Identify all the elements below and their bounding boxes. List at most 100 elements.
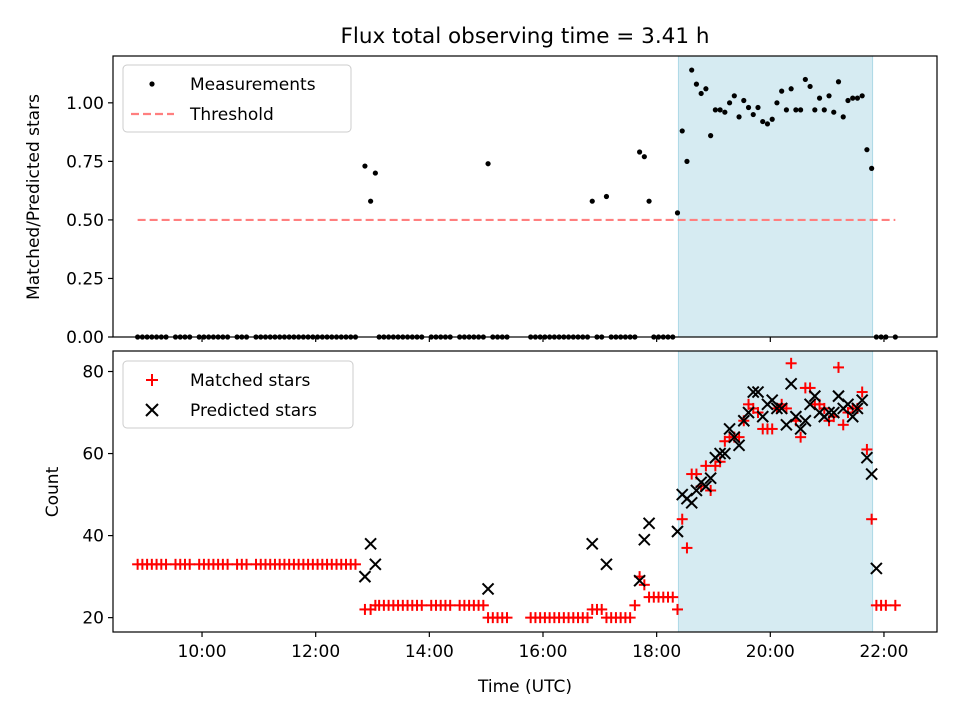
predicted-star-stroke-b (775, 402, 788, 415)
top-y-tick-label: 0.50 (66, 211, 104, 231)
measurement-point (717, 107, 723, 113)
predicted-star-point (775, 402, 788, 415)
predicted-star-stroke-b (685, 496, 698, 509)
bottom-y-tick-label: 60 (82, 445, 104, 465)
matched-star-point (766, 423, 778, 435)
matched-star-point (596, 603, 608, 615)
predicted-star-point (865, 467, 878, 481)
predicted-star-stroke-b (642, 517, 656, 530)
predicted-star-point (827, 406, 840, 419)
predicted-star-point (723, 422, 736, 436)
predicted-star-stroke-b (808, 389, 822, 403)
top-axes-frame (112, 55, 938, 338)
predicted-star-stroke-b (770, 402, 784, 415)
matched-star-point (785, 357, 797, 369)
x-tick-label: 16:00 (518, 642, 567, 662)
bottom-legend-box (122, 360, 354, 429)
legend-measurements-label: Measurements (190, 75, 316, 95)
legend-matched-marker (146, 374, 158, 386)
legend-predicted-label: Predicted stars (190, 401, 317, 421)
bottom-panel: 10:00 12:00 14:00 16:00 18:00 20:00 22:00 20 40… (43, 350, 938, 697)
measurement-point (646, 198, 652, 204)
measurement-point (698, 90, 704, 97)
predicted-star-stroke-b (832, 389, 845, 403)
predicted-star-stroke-b (358, 570, 372, 583)
predicted-star-point (364, 537, 377, 551)
measurement-point (769, 116, 775, 122)
matched-star-point (837, 419, 849, 431)
bottom-y-tick-label: 80 (82, 363, 104, 383)
predicted-star-point (855, 394, 869, 407)
measurement-point (693, 81, 700, 87)
predicted-star-point (690, 484, 703, 497)
measurement-point (869, 165, 875, 171)
bottom-axes-frame (112, 350, 938, 633)
matched-star-point (416, 599, 428, 611)
predicted-star-stroke-b (690, 484, 703, 497)
predicted-star-point (732, 439, 746, 452)
predicted-star-stroke-b (586, 537, 599, 551)
legend-matched-label: Matched stars (190, 371, 310, 391)
predicted-star-point (770, 402, 784, 415)
top-legend-box (122, 64, 352, 133)
predicted-star-stroke-b (723, 422, 736, 436)
predicted-star-stroke-b (846, 410, 859, 423)
predicted-star-stroke-b (803, 398, 817, 411)
measurement-point (674, 210, 681, 216)
legend-measurements-marker (149, 81, 155, 87)
measurement-point (741, 97, 747, 104)
predicted-star-point (642, 517, 656, 530)
measurement-point (807, 83, 813, 90)
measurement-point (788, 86, 794, 92)
top-x-ticks (201, 337, 885, 342)
measurement-point (679, 128, 685, 134)
top-legend: Measurements Threshold (122, 64, 352, 133)
matched-star-point (880, 599, 892, 611)
predicted-star-stroke-b (369, 558, 382, 571)
predicted-star-stroke-b (827, 406, 840, 419)
bottom-shaded-interval (677, 350, 874, 633)
top-y-tick-label: 0.75 (66, 152, 104, 172)
predicted-star-point (600, 558, 613, 571)
predicted-star-stroke-b (732, 439, 746, 452)
predicted-star-stroke-b (633, 574, 646, 587)
predicted-star-stroke-b (713, 447, 727, 460)
measurement-point (731, 93, 737, 99)
predicted-star-stroke-b (841, 398, 855, 411)
predicted-star-stroke-b (737, 414, 750, 427)
measurement-point (726, 100, 733, 106)
predicted-star-point (742, 406, 755, 419)
predicted-star-stroke-b (855, 394, 869, 407)
top-y-tick-label: 0.25 (66, 269, 104, 289)
predicted-star-stroke-b (794, 422, 807, 436)
x-tick-label: 22:00 (859, 642, 908, 662)
predicted-star-point (737, 414, 750, 427)
bottom-y-axis-label: Count (43, 466, 63, 517)
predicted-star-point (756, 410, 769, 423)
measurement-point (485, 161, 491, 167)
measurement-point (637, 149, 643, 155)
predicted-star-point (699, 480, 713, 493)
predicted-star-stroke-b (704, 471, 717, 485)
measurement-point (831, 109, 837, 115)
predicted-star-stroke-b (799, 414, 812, 427)
predicted-star-point (369, 558, 382, 571)
top-shaded-interval-layer (677, 55, 874, 338)
legend-predicted-marker (145, 403, 159, 417)
measurement-point (774, 100, 780, 106)
predicted-star-point (841, 398, 855, 411)
measurement-point (722, 109, 728, 115)
measurement-point (826, 93, 832, 99)
measurement-point (850, 95, 856, 101)
predicted-star-point (808, 389, 822, 403)
measurement-point (840, 114, 846, 120)
predicted-star-stroke-b (747, 385, 760, 399)
predicted-star-point (718, 447, 732, 460)
predicted-star-stroke-b (742, 406, 755, 419)
predicted-star-point (799, 414, 812, 427)
top-y-tick-label: 1.00 (66, 94, 104, 114)
top-y-tick-label: 0.00 (66, 328, 104, 348)
measurement-point (821, 107, 827, 113)
measurement-point (362, 163, 368, 169)
